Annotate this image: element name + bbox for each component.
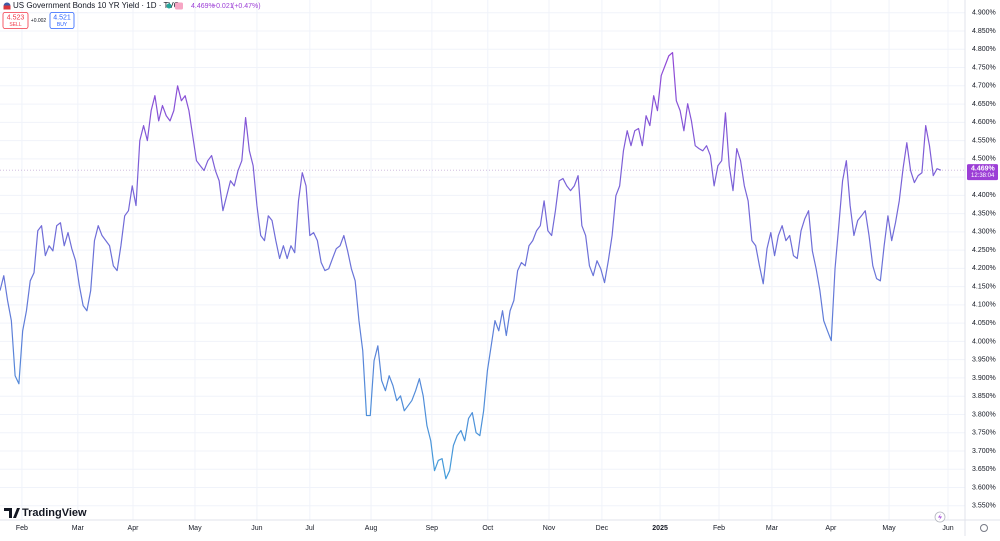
x-tick-label: Nov (543, 525, 556, 532)
y-tick-label: 4.000% (972, 338, 996, 345)
y-tick-label: 4.850% (972, 28, 996, 35)
buy-label: BUY (57, 22, 68, 28)
y-tick-label: 3.850% (972, 393, 996, 400)
y-tick-label: 3.800% (972, 411, 996, 418)
x-tick-label: Apr (825, 525, 837, 532)
x-tick-label: Sep (426, 525, 439, 532)
y-tick-label: 4.050% (972, 320, 996, 327)
y-tick-label: 4.200% (972, 265, 996, 272)
y-tick-label: 4.550% (972, 137, 996, 144)
brand-name: TradingView (22, 507, 87, 519)
sell-price: 4.523 (7, 14, 25, 21)
x-tick-label: Apr (128, 525, 140, 532)
x-tick-label: 2025 (652, 525, 668, 532)
buy-button[interactable] (49, 12, 75, 29)
y-tick-label: 3.600% (972, 484, 996, 491)
lightning-icon (938, 513, 942, 521)
countdown-label: 12:38:04 (971, 173, 995, 179)
y-tick-label: 4.300% (972, 229, 996, 236)
sell-label: SELL (9, 22, 21, 28)
header-price: 4.469% (191, 3, 215, 10)
last-price-box (967, 164, 998, 181)
data-icon (175, 2, 183, 10)
y-tick-label: 4.350% (972, 210, 996, 217)
brand: TradingView (4, 507, 87, 519)
y-tick-label: 4.250% (972, 247, 996, 254)
y-tick-label: 3.900% (972, 375, 996, 382)
last-price-label: 4.469% (971, 166, 996, 173)
buy-price: 4.521 (53, 14, 71, 21)
y-tick-label: 3.650% (972, 466, 996, 473)
y-tick-label: 3.750% (972, 430, 996, 437)
y-tick-label: 3.550% (972, 503, 996, 510)
x-tick-label: Dec (596, 525, 609, 532)
x-tick-label: Jun (942, 525, 953, 532)
x-tick-label: Mar (72, 525, 85, 532)
market-status (166, 3, 172, 9)
brand-logo (4, 508, 20, 518)
yield-line (0, 51, 942, 480)
header-change-pct: (+0.47%) (232, 3, 261, 10)
y-tick-label: 4.150% (972, 283, 996, 290)
y-tick-label: 3.950% (972, 357, 996, 364)
sell-button[interactable] (2, 12, 29, 29)
x-tick-label: May (188, 525, 202, 532)
y-tick-label: 4.600% (972, 119, 996, 126)
y-tick-label: 4.900% (972, 10, 996, 17)
x-tick-label: Jul (305, 525, 314, 532)
x-tick-label: May (882, 525, 896, 532)
x-tick-label: Mar (766, 525, 779, 532)
y-tick-label: 4.400% (972, 192, 996, 199)
x-tick-label: Jun (251, 525, 262, 532)
y-tick-label: 4.700% (972, 83, 996, 90)
y-tick-label: 3.700% (972, 448, 996, 455)
x-tick-label: Feb (16, 525, 28, 532)
y-tick-label: 4.100% (972, 302, 996, 309)
flag-stripes (3, 5, 11, 10)
x-tick-label: Aug (365, 525, 378, 532)
header-change: +0.021 (212, 3, 234, 10)
x-tick-label: Feb (713, 525, 725, 532)
symbol-title: US Government Bonds 10 YR Yield · 1D · T… (13, 1, 180, 10)
y-tick-label: 4.500% (972, 156, 996, 163)
settings-button[interactable] (980, 524, 988, 532)
x-tick-label: Oct (482, 525, 493, 532)
y-tick-label: 4.800% (972, 46, 996, 53)
spread: +0.002 (31, 18, 47, 24)
y-tick-label: 4.750% (972, 64, 996, 71)
legend-header: US Government Bonds 10 YR Yield · 1D · T… (2, 1, 261, 29)
y-tick-label: 4.650% (972, 101, 996, 108)
